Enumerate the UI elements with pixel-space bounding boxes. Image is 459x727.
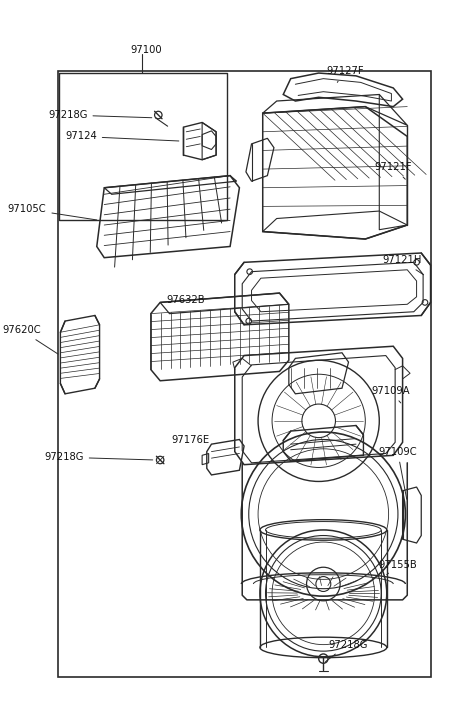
Bar bbox=[57, 71, 431, 678]
Text: 97105C: 97105C bbox=[8, 204, 97, 220]
Text: 97109A: 97109A bbox=[371, 386, 409, 403]
Text: 97121F: 97121F bbox=[375, 162, 412, 180]
Text: 97632B: 97632B bbox=[167, 295, 205, 305]
Text: 97176E: 97176E bbox=[171, 435, 209, 445]
Text: 97127F: 97127F bbox=[326, 66, 364, 82]
Text: 97100: 97100 bbox=[130, 45, 162, 55]
Text: 97155B: 97155B bbox=[378, 561, 417, 575]
Text: 97218G: 97218G bbox=[325, 640, 368, 662]
Text: 97121H: 97121H bbox=[382, 255, 424, 275]
Text: 97620C: 97620C bbox=[2, 326, 58, 354]
Text: 97218G: 97218G bbox=[48, 110, 152, 120]
Text: 97109C: 97109C bbox=[378, 446, 417, 499]
Text: 97124: 97124 bbox=[65, 132, 179, 142]
Text: 97218G: 97218G bbox=[44, 452, 153, 462]
